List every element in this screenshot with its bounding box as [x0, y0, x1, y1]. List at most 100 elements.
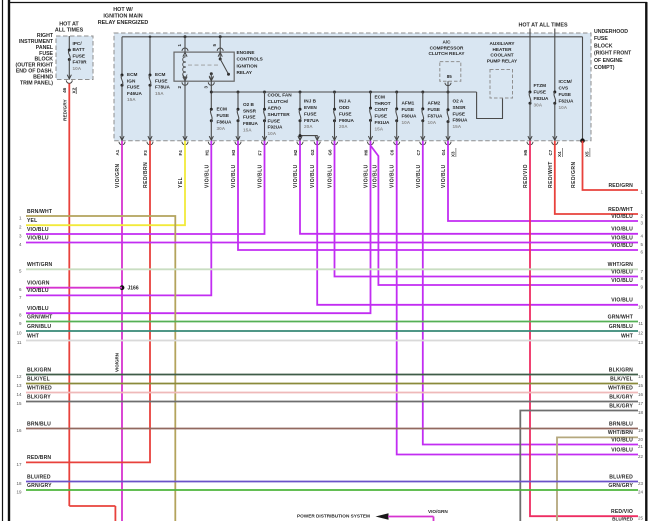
svg-text:18: 18: [638, 410, 644, 415]
svg-text:ECM: ECM: [217, 107, 228, 112]
svg-text:FUSE: FUSE: [339, 111, 352, 116]
svg-text:15A: 15A: [453, 124, 462, 129]
svg-text:VIO/BLU: VIO/BLU: [27, 288, 49, 294]
svg-text:VIO/BLU: VIO/BLU: [611, 298, 633, 304]
svg-text:EVEN: EVEN: [304, 105, 317, 110]
svg-text:F7: F7: [258, 150, 263, 156]
svg-text:7: 7: [640, 269, 643, 274]
svg-text:(OUTER RIGHT: (OUTER RIGHT: [16, 63, 54, 69]
svg-text:PANEL: PANEL: [36, 45, 54, 51]
svg-text:CONT: CONT: [375, 107, 388, 112]
svg-text:CONTROLS: CONTROLS: [237, 57, 263, 62]
svg-text:VIO/GRN: VIO/GRN: [115, 353, 120, 372]
svg-text:VIO/BLU: VIO/BLU: [328, 164, 334, 188]
svg-text:OF ENGINE: OF ENGINE: [594, 58, 623, 64]
svg-text:5: 5: [212, 44, 217, 47]
svg-text:10A: 10A: [402, 120, 411, 125]
svg-text:WHT/BRN: WHT/BRN: [608, 430, 633, 436]
svg-text:6: 6: [19, 287, 22, 292]
svg-text:1: 1: [19, 215, 22, 220]
svg-text:RED/BRN: RED/BRN: [27, 455, 51, 461]
svg-text:BLK/GRY: BLK/GRY: [609, 403, 633, 409]
svg-text:G4: G4: [441, 149, 446, 156]
svg-text:85: 85: [447, 74, 453, 79]
svg-text:THROT: THROT: [375, 101, 391, 106]
svg-text:22: 22: [638, 454, 644, 459]
svg-text:13: 13: [16, 383, 22, 388]
svg-text:VIO/BLU: VIO/BLU: [416, 164, 422, 188]
svg-text:ENGINE: ENGINE: [237, 50, 255, 55]
svg-text:19: 19: [16, 489, 22, 494]
svg-text:H5: H5: [523, 149, 528, 155]
svg-text:O2 B: O2 B: [243, 102, 255, 107]
svg-text:GRN/GRY: GRN/GRY: [27, 483, 52, 489]
svg-text:BLK/YEL: BLK/YEL: [610, 376, 633, 382]
svg-text:F92UA: F92UA: [268, 125, 283, 130]
svg-text:BRN/BLU: BRN/BLU: [609, 421, 633, 427]
svg-text:ICCM/: ICCM/: [559, 79, 573, 84]
svg-text:G2: G2: [310, 149, 315, 156]
svg-text:12: 12: [638, 331, 644, 336]
svg-text:10A: 10A: [559, 105, 568, 110]
svg-text:X3: X3: [451, 151, 456, 157]
svg-text:2: 2: [177, 86, 182, 89]
svg-text:INJ B: INJ B: [304, 99, 317, 104]
svg-text:BLU/RED: BLU/RED: [27, 474, 51, 480]
svg-text:24: 24: [638, 490, 644, 495]
svg-text:F62UA: F62UA: [559, 99, 574, 104]
svg-text:GRN/WHT: GRN/WHT: [608, 314, 634, 320]
svg-text:19: 19: [638, 428, 644, 433]
svg-text:F88UA: F88UA: [243, 121, 258, 126]
svg-text:FUSE: FUSE: [268, 118, 281, 123]
svg-text:VIO/BLU: VIO/BLU: [27, 227, 49, 233]
svg-text:VIO/BLU: VIO/BLU: [611, 437, 633, 443]
svg-text:F4: F4: [178, 150, 183, 156]
svg-text:ECM: ECM: [127, 72, 138, 77]
svg-text:FUSE: FUSE: [304, 111, 317, 116]
svg-text:F91UA: F91UA: [375, 120, 390, 125]
svg-text:CVS: CVS: [559, 85, 569, 90]
svg-text:C6: C6: [390, 149, 395, 155]
svg-text:G6: G6: [328, 149, 333, 156]
svg-text:VIO/BLU: VIO/BLU: [441, 164, 447, 188]
svg-text:(RIGHT FRONT: (RIGHT FRONT: [594, 51, 632, 57]
svg-text:F60UA: F60UA: [402, 114, 417, 119]
svg-text:RED/VIO: RED/VIO: [611, 509, 633, 515]
svg-text:FUSE: FUSE: [428, 107, 441, 112]
svg-text:END OF DASH,: END OF DASH,: [16, 69, 54, 75]
svg-text:VIO/BLU: VIO/BLU: [258, 164, 264, 188]
svg-text:8: 8: [640, 276, 643, 281]
svg-text:4: 4: [19, 242, 22, 247]
svg-text:BLOCK: BLOCK: [35, 57, 54, 63]
svg-text:F46UA: F46UA: [127, 91, 142, 96]
svg-text:FTZM: FTZM: [534, 83, 547, 88]
svg-text:13: 13: [638, 340, 644, 345]
svg-text:14: 14: [16, 392, 22, 397]
svg-text:20A: 20A: [339, 124, 348, 129]
svg-text:RED/GRN: RED/GRN: [608, 183, 633, 189]
svg-text:15A: 15A: [375, 126, 384, 131]
svg-text:FUSE: FUSE: [127, 85, 140, 90]
svg-text:46: 46: [62, 87, 68, 93]
svg-text:1: 1: [177, 44, 182, 47]
svg-text:30A: 30A: [217, 126, 226, 131]
svg-text:GRN/BLU: GRN/BLU: [27, 324, 51, 330]
svg-text:5: 5: [19, 269, 22, 274]
svg-text:VIO/BLU: VIO/BLU: [231, 164, 237, 188]
svg-text:BLU/RED: BLU/RED: [609, 474, 633, 480]
svg-text:IGN: IGN: [127, 78, 136, 83]
svg-text:HEATER: HEATER: [493, 47, 513, 52]
svg-text:11: 11: [638, 321, 643, 326]
svg-text:HOT AT: HOT AT: [59, 22, 79, 28]
svg-text:15: 15: [638, 383, 644, 388]
svg-text:BRN/BLU: BRN/BLU: [27, 421, 51, 427]
svg-text:FUSE: FUSE: [559, 92, 572, 97]
svg-text:VIO/BLU: VIO/BLU: [611, 278, 633, 284]
svg-text:H3: H3: [231, 149, 236, 155]
svg-text:4: 4: [640, 233, 643, 238]
svg-text:CLUTCH RELAY: CLUTCH RELAY: [428, 51, 465, 56]
svg-text:VIO/BLU: VIO/BLU: [611, 227, 633, 233]
svg-text:8: 8: [19, 313, 22, 318]
svg-text:FUSE: FUSE: [155, 78, 168, 83]
svg-text:PUMP RELAY: PUMP RELAY: [487, 58, 518, 63]
